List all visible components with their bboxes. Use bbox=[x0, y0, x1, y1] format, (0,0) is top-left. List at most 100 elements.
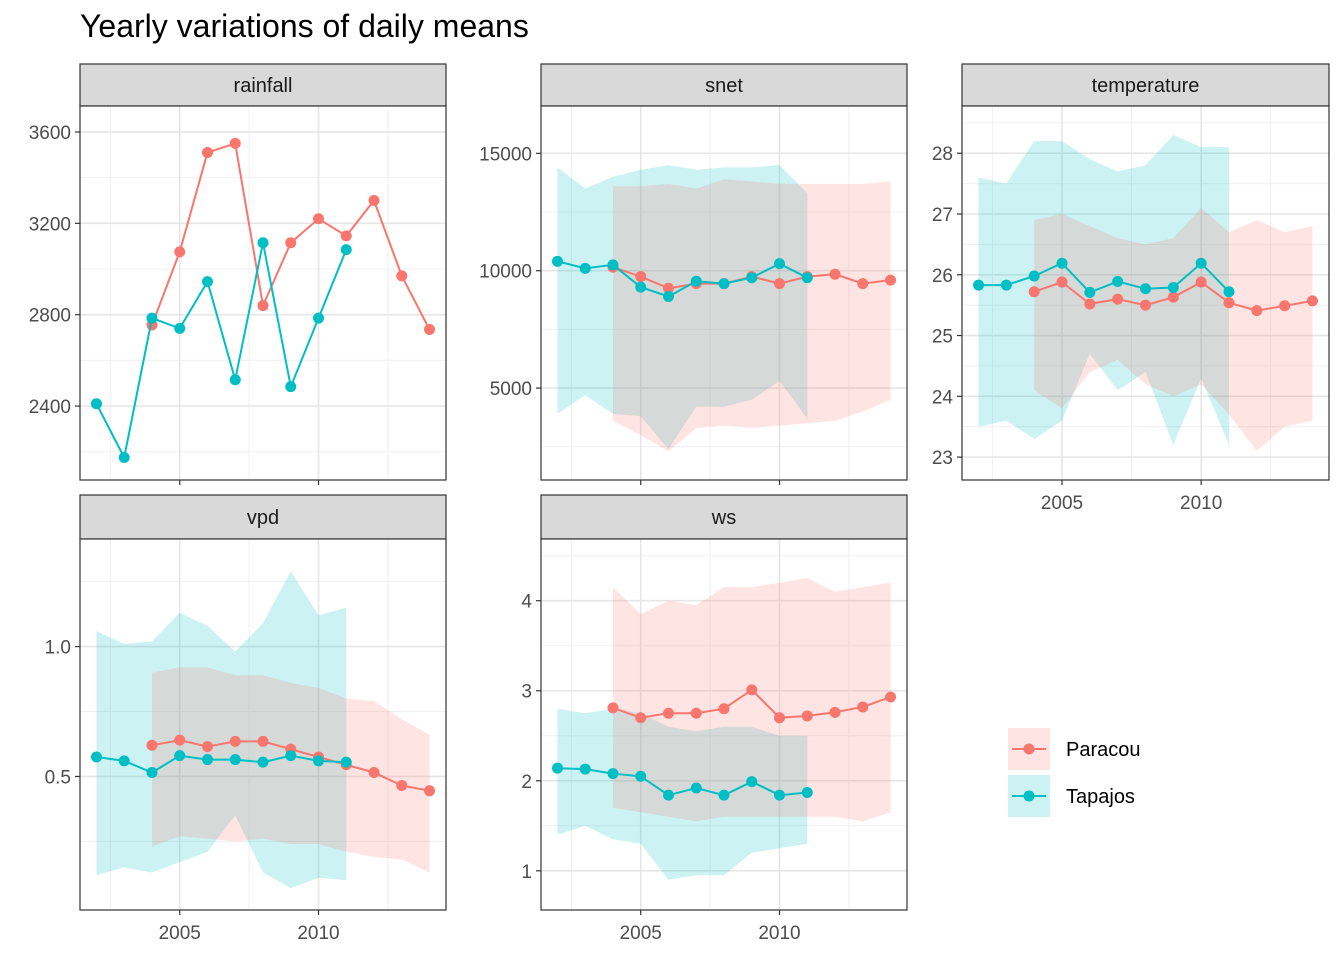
data-point-paracou bbox=[829, 706, 841, 718]
y-tick-label: 10000 bbox=[479, 262, 532, 283]
data-point-tapajos bbox=[1167, 282, 1179, 294]
y-tick-label: 25 bbox=[932, 327, 953, 348]
data-point-paracou bbox=[1112, 293, 1124, 305]
strip-label-temperature: temperature bbox=[1092, 75, 1200, 97]
data-point-tapajos bbox=[340, 244, 352, 256]
ribbon-paracou bbox=[152, 667, 430, 873]
data-point-paracou bbox=[340, 230, 352, 242]
ribbon-tapajos bbox=[557, 708, 808, 880]
data-point-tapajos bbox=[229, 374, 241, 386]
data-point-tapajos bbox=[174, 750, 186, 762]
data-point-paracou bbox=[368, 767, 380, 779]
data-point-paracou bbox=[857, 701, 869, 713]
panel-border bbox=[540, 105, 908, 481]
data-point-tapajos bbox=[313, 755, 325, 767]
x-tick-label: 2005 bbox=[159, 923, 201, 944]
data-point-paracou bbox=[662, 282, 674, 294]
panel-temperature: temperature 23 24 25 26 27 28 2005 2010 bbox=[932, 63, 1330, 514]
y-tick-label: 0.5 bbox=[45, 767, 71, 788]
series-lines bbox=[551, 255, 897, 303]
panel-border bbox=[540, 538, 908, 911]
ribbons bbox=[557, 165, 891, 452]
data-point-paracou bbox=[1167, 291, 1179, 303]
data-point-paracou bbox=[396, 270, 408, 282]
data-point-tapajos bbox=[146, 312, 158, 324]
data-point-paracou bbox=[662, 707, 674, 719]
y-tick-label: 4 bbox=[521, 592, 532, 613]
data-point-tapajos bbox=[662, 291, 674, 303]
series-lines bbox=[973, 257, 1318, 317]
data-point-tapajos bbox=[607, 768, 619, 780]
data-point-paracou bbox=[885, 274, 897, 286]
x-tick-label: 2005 bbox=[620, 923, 662, 944]
y-tick-label: 1.0 bbox=[45, 638, 71, 659]
series-line-tapajos bbox=[95, 242, 348, 461]
chart-title: Yearly variations of daily means bbox=[80, 8, 529, 44]
data-point-paracou bbox=[146, 739, 158, 751]
data-point-tapajos bbox=[285, 750, 297, 762]
data-point-tapajos bbox=[1084, 286, 1096, 298]
data-point-paracou bbox=[229, 137, 241, 149]
series-lines bbox=[90, 734, 436, 797]
ribbon-tapajos bbox=[96, 571, 347, 889]
data-point-paracou bbox=[1028, 286, 1040, 298]
y-tick-label: 5000 bbox=[490, 379, 532, 400]
y-tick-label: 2400 bbox=[29, 397, 71, 418]
data-point-tapajos bbox=[285, 381, 297, 393]
panel-rainfall: rainfall 2400 2800 3200 3600 bbox=[29, 63, 447, 485]
data-point-tapajos bbox=[201, 276, 213, 288]
data-point-tapajos bbox=[774, 789, 786, 801]
data-point-tapajos bbox=[662, 789, 674, 801]
panel-snet: snet 5000 10000 15000 bbox=[479, 63, 908, 485]
grid bbox=[541, 106, 907, 480]
y-tick-label: 26 bbox=[932, 266, 953, 287]
data-point-paracou bbox=[1251, 305, 1263, 317]
x-tick-label: 2010 bbox=[297, 923, 339, 944]
legend-item-paracou: Paracou bbox=[1008, 728, 1141, 770]
data-point-paracou bbox=[174, 246, 186, 258]
data-point-tapajos bbox=[340, 756, 352, 768]
data-point-tapajos bbox=[746, 272, 758, 284]
data-point-tapajos bbox=[1195, 257, 1207, 269]
panels-layer: rainfall 2400 2800 3200 3600 snet 5000 10000 150… bbox=[29, 63, 1330, 944]
series-line-tapajos bbox=[978, 261, 1230, 294]
legend-label-tapajos: Tapajos bbox=[1066, 786, 1135, 808]
data-point-paracou bbox=[368, 194, 380, 206]
strip-label-ws: ws bbox=[711, 507, 736, 529]
grid bbox=[80, 106, 446, 480]
data-point-paracou bbox=[424, 324, 436, 336]
x-tick-label: 2010 bbox=[758, 923, 800, 944]
data-point-tapajos bbox=[257, 237, 269, 249]
data-point-tapajos bbox=[635, 770, 647, 782]
y-tick-label: 23 bbox=[932, 448, 953, 469]
data-point-paracou bbox=[201, 741, 213, 753]
data-point-paracou bbox=[424, 785, 436, 797]
data-point-paracou bbox=[1223, 297, 1235, 309]
data-point-paracou bbox=[229, 735, 241, 747]
strip-label-snet: snet bbox=[705, 75, 743, 97]
data-point-paracou bbox=[396, 780, 408, 792]
x-tick-label: 2010 bbox=[1180, 493, 1222, 514]
strip-label-rainfall: rainfall bbox=[234, 75, 293, 97]
strip-ws bbox=[540, 494, 908, 540]
ribbons bbox=[978, 135, 1313, 451]
data-point-tapajos bbox=[229, 754, 241, 766]
panel-ws: ws 1 2 3 4 2005 2010 bbox=[521, 494, 908, 944]
data-point-paracou bbox=[1084, 298, 1096, 310]
data-point-tapajos bbox=[635, 281, 647, 293]
data-point-tapajos bbox=[90, 398, 102, 410]
strip-snet bbox=[540, 63, 908, 107]
data-point-tapajos bbox=[774, 258, 786, 270]
data-point-paracou bbox=[885, 691, 897, 703]
ribbon-tapajos bbox=[978, 135, 1229, 445]
data-point-paracou bbox=[829, 268, 841, 280]
data-point-paracou bbox=[201, 147, 213, 159]
data-point-tapajos bbox=[1000, 279, 1012, 291]
legend-label-paracou: Paracou bbox=[1066, 739, 1141, 761]
strip-vpd bbox=[79, 494, 447, 540]
panel-border bbox=[961, 105, 1330, 481]
data-point-tapajos bbox=[174, 322, 186, 334]
data-point-tapajos bbox=[690, 782, 702, 794]
data-point-paracou bbox=[174, 734, 186, 746]
data-point-tapajos bbox=[801, 272, 813, 284]
